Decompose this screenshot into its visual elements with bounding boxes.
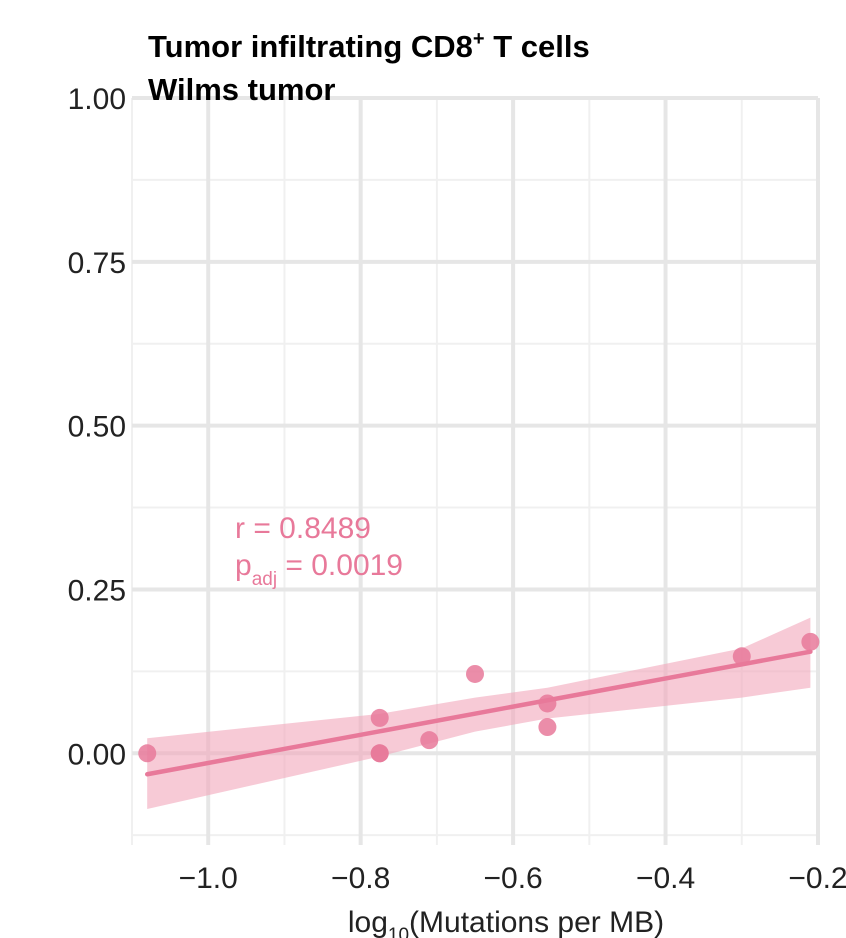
- data-point: [732, 647, 751, 666]
- data-point: [420, 731, 439, 750]
- title-suffix: T cells: [485, 29, 590, 64]
- chart-title: Tumor infiltrating CD8+ T cells: [148, 28, 590, 64]
- data-point: [370, 744, 389, 763]
- chart-subtitle: Wilms tumor: [148, 72, 335, 107]
- x-tick-label: −0.2: [788, 862, 846, 895]
- x-tick-label: −0.4: [636, 862, 695, 895]
- data-point: [138, 744, 157, 763]
- data-point: [538, 718, 557, 737]
- grid-minor: [131, 98, 818, 845]
- x-axis-label: log10(Mutations per MB): [348, 906, 664, 938]
- x-axis-label-subscript: 10: [388, 925, 409, 938]
- title-superscript: +: [473, 28, 485, 50]
- regression-line: [144, 649, 813, 777]
- data-point: [538, 694, 557, 713]
- x-axis-label-suffix: (Mutations per MB): [409, 906, 664, 938]
- y-tick-label: 1.00: [68, 83, 126, 116]
- data-points: [138, 632, 820, 763]
- y-axis-ticks: 0.00 0.25 0.50 0.75 1.00: [68, 83, 126, 771]
- p-subscript: adj: [252, 569, 277, 590]
- p-value: = 0.0019: [277, 549, 403, 582]
- y-tick-label: 0.25: [68, 574, 126, 607]
- correlation-r-label: r = 0.8489: [235, 512, 371, 545]
- p-adjusted-label: padj = 0.0019: [235, 549, 403, 590]
- x-axis-ticks: −1.0 −0.8 −0.6 −0.4 −0.2: [179, 862, 846, 895]
- y-tick-label: 0.50: [68, 411, 126, 444]
- x-tick-label: −0.8: [331, 862, 390, 895]
- y-tick-label: 0.75: [68, 247, 126, 280]
- y-tick-label: 0.00: [68, 738, 126, 771]
- data-point: [801, 632, 820, 651]
- data-point: [370, 708, 389, 727]
- data-point: [466, 664, 484, 683]
- x-tick-label: −1.0: [179, 862, 238, 895]
- x-tick-label: −0.6: [483, 862, 542, 895]
